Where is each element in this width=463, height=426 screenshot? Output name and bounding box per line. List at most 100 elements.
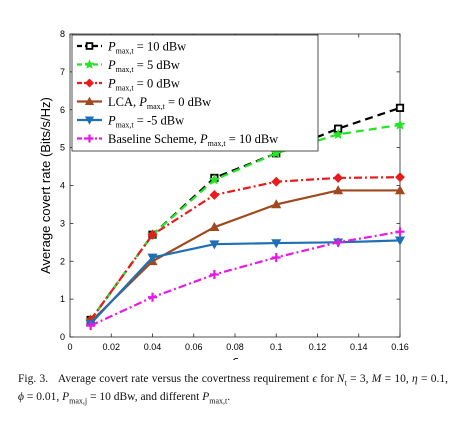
- legend-label: Pmax,t = 10 dBw: [107, 40, 186, 56]
- caption-pt-sub: max,t: [209, 396, 228, 406]
- legend-label-rest: = 5 dBw: [134, 58, 180, 72]
- caption-text: = 10,: [381, 373, 412, 385]
- series-4: [85, 185, 406, 326]
- data-point: [148, 292, 157, 302]
- legend-entry: LCA, Pmax,t = 0 dBw: [77, 95, 211, 111]
- y-axis-label: Average covert rate (Bits/s/Hz): [38, 97, 53, 274]
- x-tick-label: 0.02: [102, 342, 120, 352]
- data-point: [85, 42, 94, 50]
- series-3: [85, 172, 405, 325]
- legend-label: LCA, Pmax,t = 0 dBw: [108, 95, 211, 111]
- legend-label-sub: max,t: [116, 65, 135, 74]
- x-tick-label: 0.12: [309, 342, 327, 352]
- legend-entry: Baseline Scheme, Pmax,t = 10 dBw: [77, 132, 278, 148]
- x-tick-label: 0.1: [270, 342, 283, 352]
- axes: 0 0.02 0.04 0.06 0.08 0.1 0.12 0.14 0.16 0 1 2 3 4 5 6 7…: [38, 29, 409, 360]
- legend-label-rest: = -5 dBw: [134, 114, 184, 128]
- caption-text: for: [316, 373, 337, 385]
- legend-label-sub: max,t: [116, 121, 135, 130]
- chart-svg: 0 0.02 0.04 0.06 0.08 0.1 0.12 0.14 0.16 0 1 2 3 4 5 6 7…: [38, 29, 409, 360]
- legend-label-main: P: [138, 95, 147, 109]
- caption-text: .: [227, 391, 231, 404]
- series-line: [89, 123, 401, 321]
- x-tick-label: 0.14: [350, 342, 368, 352]
- legend-label-rest: = 0 dBw: [165, 95, 211, 109]
- data-point: [333, 173, 344, 183]
- legend-label-prefix: Baseline Scheme,: [108, 132, 200, 146]
- legend-label-sub: max,t: [116, 47, 135, 56]
- legend-label: Baseline Scheme, Pmax,t = 10 dBw: [108, 132, 278, 148]
- legend-label-main: P: [107, 58, 116, 72]
- data-point: [84, 96, 95, 106]
- data-point: [394, 185, 406, 195]
- legend-label: Pmax,t = -5 dBw: [107, 114, 184, 130]
- series-line: [89, 189, 400, 323]
- y-tick-label: 2: [60, 256, 65, 266]
- caption-text: Average covert rate versus the covertnes…: [57, 373, 313, 385]
- y-tick-label: 8: [60, 29, 65, 39]
- data-point: [147, 229, 158, 240]
- caption-nt-sub: t: [344, 378, 347, 388]
- data-point: [84, 59, 95, 69]
- legend-label-main: P: [199, 132, 208, 146]
- legend-entry: Pmax,t = 5 dBw: [77, 58, 180, 74]
- data-point: [271, 176, 282, 187]
- series-line: [89, 239, 401, 325]
- caption-pt: P: [202, 391, 210, 404]
- legend-box: [71, 34, 319, 152]
- data-point: [209, 270, 219, 280]
- caption-m: M: [371, 373, 382, 385]
- series-line: [90, 230, 401, 327]
- data-point: [333, 185, 344, 195]
- series-layer: [85, 103, 406, 331]
- chart-figure: 0 0.02 0.04 0.06 0.08 0.1 0.12 0.14 0.16 0 1 2 3 4 5 6 7…: [38, 29, 409, 360]
- legend-label: Pmax,t = 0 dBw: [107, 77, 180, 93]
- data-point: [271, 252, 281, 262]
- legend-label-rest: = 0 dBw: [134, 77, 180, 91]
- figure-caption: Fig. 3. Average covert rate versus the c…: [18, 372, 448, 409]
- caption-pj: P: [62, 391, 70, 404]
- legend-label: Pmax,t = 5 dBw: [107, 58, 180, 74]
- data-point: [394, 236, 406, 246]
- caption-fig-label: Fig. 3.: [18, 373, 49, 385]
- data-point: [271, 199, 282, 209]
- legend-entry: Pmax,t = 0 dBw: [77, 77, 180, 93]
- caption-phi: ϕ: [18, 391, 24, 404]
- data-point: [209, 190, 220, 200]
- data-point: [209, 221, 220, 232]
- y-tick-label: 7: [60, 67, 65, 77]
- x-tick-label: 0.08: [226, 342, 244, 352]
- caption-text: = 10 dBw, and different: [87, 391, 203, 404]
- data-point: [208, 174, 220, 185]
- data-point: [395, 172, 405, 183]
- legend-entry: Pmax,t = -5 dBw: [77, 114, 184, 130]
- x-tick-label: 0.16: [391, 342, 409, 352]
- legend-label-rest: = 10 dBw: [226, 132, 279, 146]
- series-5: [85, 236, 406, 329]
- data-point: [270, 147, 282, 159]
- legend-label-main: P: [107, 77, 116, 91]
- y-tick-label: 4: [60, 181, 65, 191]
- caption-epsilon: ϵ: [312, 373, 317, 385]
- data-point: [333, 237, 343, 247]
- y-tick-label: 0: [60, 332, 65, 342]
- series-line: [89, 176, 401, 321]
- y-tick-label: 1: [60, 294, 65, 304]
- legend-label-main: P: [107, 114, 116, 128]
- legend-label-sub: max,t: [208, 139, 227, 148]
- caption-text: = 0.01,: [23, 391, 63, 404]
- data-point: [271, 239, 282, 249]
- legend-entry: Pmax,t = 10 dBw: [77, 40, 186, 56]
- caption-eta: η: [411, 373, 418, 385]
- legend-label-main: P: [107, 40, 116, 54]
- data-point: [84, 116, 95, 125]
- legend-label-sub: max,t: [116, 84, 135, 93]
- series-6: [86, 227, 405, 331]
- data-point: [395, 227, 405, 237]
- legend-label-sub: max,t: [147, 102, 166, 111]
- data-point: [86, 321, 96, 331]
- x-tick-label: 0.06: [185, 342, 203, 352]
- x-tick-label: 0: [67, 342, 72, 352]
- y-tick-label: 3: [60, 218, 65, 228]
